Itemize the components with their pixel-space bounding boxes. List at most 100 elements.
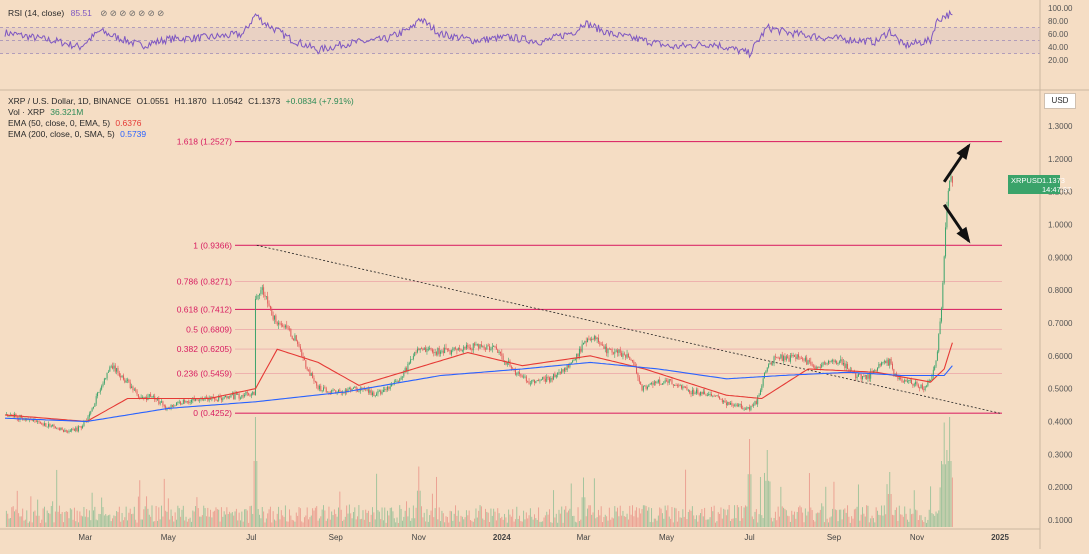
candle-body bbox=[625, 354, 627, 358]
eye-icon[interactable]: ⊘ ⊘ ⊘ ⊘ ⊘ ⊘ ⊘ bbox=[100, 8, 165, 18]
candle-body bbox=[396, 380, 398, 382]
candle-body bbox=[793, 355, 795, 357]
volume-bar bbox=[212, 511, 214, 527]
rsi-label: RSI (14, close) bbox=[8, 8, 65, 18]
candle-body bbox=[595, 336, 597, 340]
candle-body bbox=[327, 391, 329, 393]
candle-body bbox=[750, 405, 752, 410]
candle-body bbox=[124, 379, 126, 383]
candle-body bbox=[279, 322, 281, 324]
volume-bar bbox=[127, 520, 128, 527]
volume-bar bbox=[531, 516, 533, 527]
candle-body bbox=[531, 380, 533, 384]
candle-body bbox=[753, 404, 755, 406]
currency-button[interactable]: USD bbox=[1044, 93, 1076, 109]
candle-body bbox=[117, 368, 119, 373]
candle-body bbox=[780, 354, 782, 359]
volume-bar bbox=[521, 521, 523, 527]
candle-body bbox=[486, 345, 488, 350]
volume-bar bbox=[529, 508, 531, 527]
volume-bar bbox=[800, 507, 802, 527]
candle-body bbox=[932, 369, 934, 376]
candle-body bbox=[314, 381, 316, 382]
candle-body bbox=[249, 395, 251, 396]
volume-bar bbox=[26, 510, 28, 527]
candle-body bbox=[264, 294, 266, 297]
candle-body bbox=[509, 360, 511, 367]
ema50-label[interactable]: EMA (50, close, 0, EMA, 5) bbox=[8, 118, 111, 128]
ema200-value: 0.5739 bbox=[120, 129, 147, 139]
volume-bar bbox=[512, 509, 514, 527]
candle-body bbox=[589, 338, 591, 340]
volume-bar bbox=[695, 515, 697, 527]
volume-bar bbox=[787, 515, 789, 527]
candle-body bbox=[519, 372, 520, 375]
candle-body bbox=[380, 390, 382, 394]
candle-body bbox=[804, 357, 806, 361]
volume-bar bbox=[389, 507, 391, 527]
candle-body bbox=[233, 394, 235, 400]
volume-bar bbox=[9, 518, 11, 527]
volume-bar bbox=[171, 515, 173, 527]
candle-body bbox=[127, 379, 128, 381]
volume-bar bbox=[380, 519, 382, 527]
volume-bar bbox=[768, 480, 770, 527]
volume-bar bbox=[629, 505, 631, 527]
volume-bar bbox=[676, 521, 678, 527]
volume-bar bbox=[263, 511, 265, 527]
candle-body bbox=[874, 370, 876, 372]
volume-bar bbox=[867, 505, 869, 527]
volume-bar bbox=[366, 512, 368, 527]
candle-body bbox=[514, 369, 516, 375]
volume-bar bbox=[912, 513, 914, 527]
rsi-line bbox=[4, 9, 953, 59]
candle-body bbox=[374, 395, 376, 397]
volume-bar bbox=[222, 516, 224, 527]
candle-body bbox=[834, 360, 836, 362]
volume-bar bbox=[875, 507, 877, 527]
candle-body bbox=[227, 396, 229, 399]
volume-bar bbox=[557, 522, 559, 527]
candle-body bbox=[305, 360, 307, 368]
volume-bar bbox=[252, 513, 254, 527]
candle-body bbox=[770, 362, 772, 365]
candle-body bbox=[352, 387, 354, 389]
symbol-title[interactable]: XRP / U.S. Dollar, 1D, BINANCE bbox=[8, 96, 132, 106]
volume-bar bbox=[505, 517, 507, 527]
volume-bar bbox=[463, 519, 465, 527]
candle-body bbox=[497, 349, 499, 353]
volume-bar bbox=[412, 505, 414, 527]
candle-body bbox=[732, 405, 734, 406]
candle-body bbox=[294, 335, 296, 341]
volume-bar bbox=[306, 507, 308, 527]
ema200-label[interactable]: EMA (200, close, 0, SMA, 5) bbox=[8, 129, 115, 139]
candle-body bbox=[38, 421, 40, 423]
volume-bar bbox=[675, 508, 677, 527]
volume-bar bbox=[109, 514, 111, 527]
candle-body bbox=[480, 344, 482, 347]
volume-label[interactable]: Vol · XRP bbox=[8, 107, 45, 117]
candle-body bbox=[768, 364, 770, 368]
volume-bar bbox=[471, 520, 473, 527]
volume-bar bbox=[691, 506, 693, 527]
candle-body bbox=[719, 396, 721, 399]
volume-bar bbox=[448, 522, 450, 527]
volume-bar bbox=[159, 519, 161, 527]
candle-body bbox=[323, 387, 324, 391]
volume-bar bbox=[893, 515, 895, 527]
candle-body bbox=[845, 364, 847, 369]
candle-body bbox=[645, 385, 647, 389]
volume-bar bbox=[821, 503, 823, 527]
volume-bar bbox=[139, 480, 141, 527]
volume-bar bbox=[478, 510, 480, 527]
volume-bar bbox=[184, 520, 186, 527]
candle-body bbox=[431, 349, 433, 353]
volume-bar bbox=[256, 461, 258, 527]
candle-body bbox=[494, 346, 496, 347]
volume-bar bbox=[465, 510, 467, 527]
candle-body bbox=[355, 386, 357, 390]
candle-body bbox=[389, 386, 391, 389]
candle-body bbox=[49, 423, 51, 427]
